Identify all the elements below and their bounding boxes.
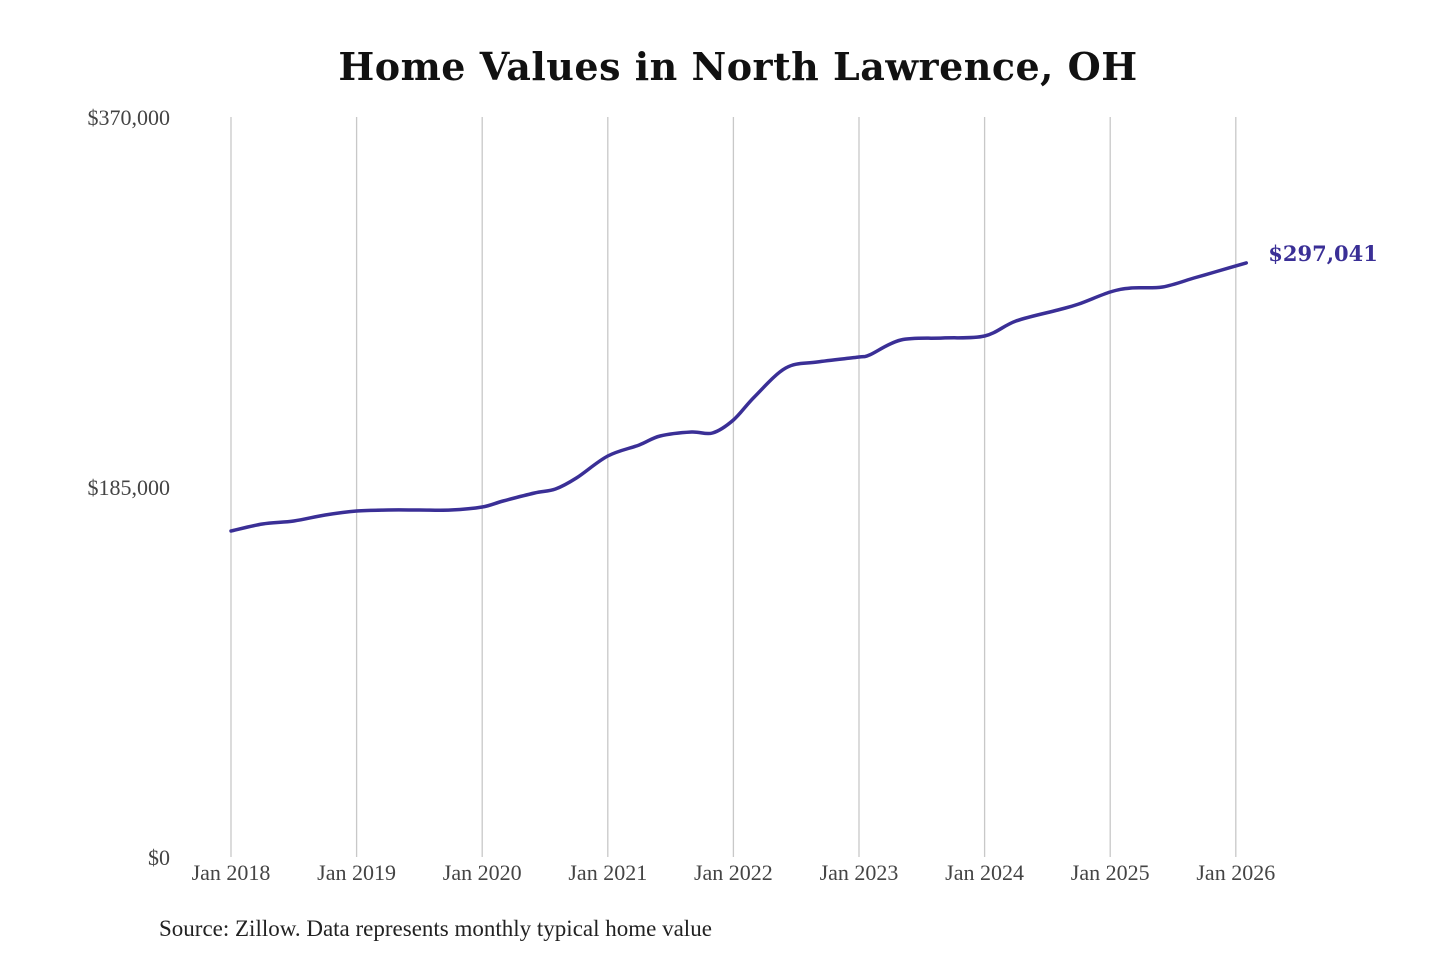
x-tick-label: Jan 2023 [820, 860, 899, 885]
y-tick-label: $370,000 [88, 105, 171, 130]
x-tick-label: Jan 2018 [192, 860, 271, 885]
x-tick-label: Jan 2025 [1071, 860, 1150, 885]
y-tick-label: $185,000 [88, 475, 171, 500]
home-value-line [229, 261, 1249, 533]
chart-title: Home Values in North Lawrence, OH [338, 44, 1138, 89]
x-tick-label: Jan 2022 [694, 860, 773, 885]
x-tick-label: Jan 2019 [317, 860, 396, 885]
source-note: Source: Zillow. Data represents monthly … [159, 916, 712, 941]
x-tick-label: Jan 2026 [1196, 860, 1275, 885]
y-tick-label: $0 [148, 845, 170, 870]
x-tick-label: Jan 2020 [443, 860, 522, 885]
x-tick-label: Jan 2024 [945, 860, 1024, 885]
end-value-label: $297,041 [1268, 241, 1378, 266]
x-tick-label: Jan 2021 [568, 860, 647, 885]
